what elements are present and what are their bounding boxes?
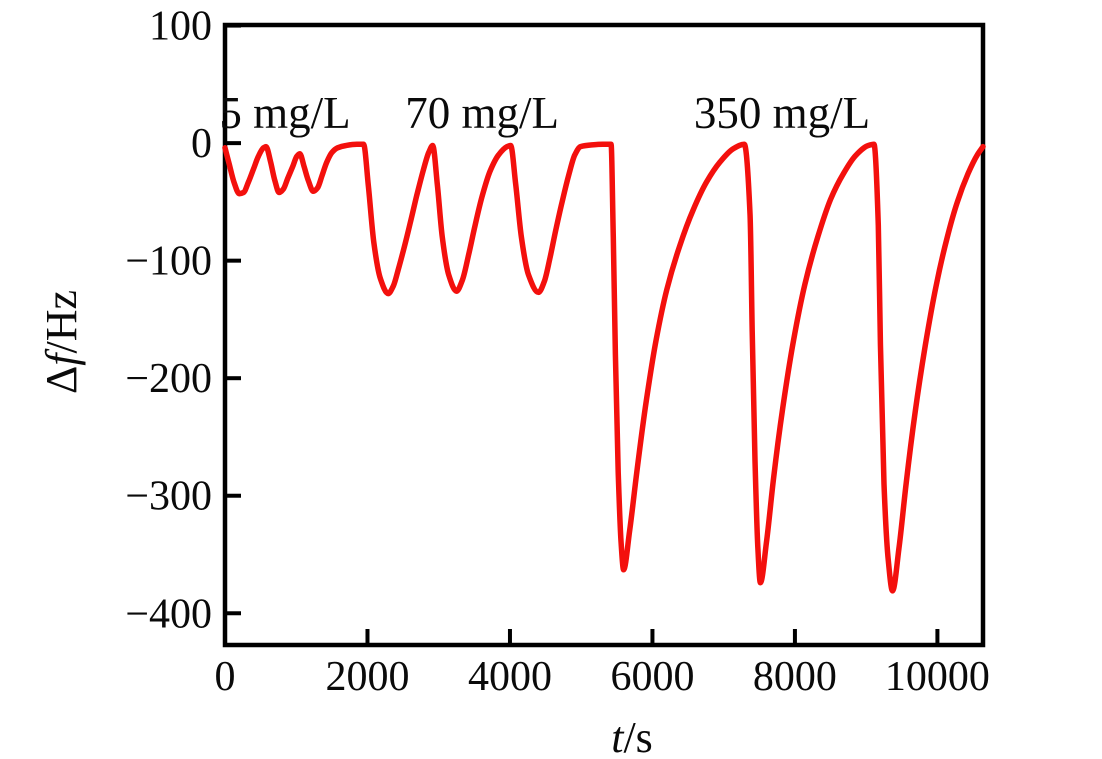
concentration-annotations: 5 mg/L 70 mg/L 350 mg/L [219, 88, 870, 138]
x-axis-ticks: 0 2000 4000 6000 8000 10000 [215, 629, 990, 700]
y-axis-title-unit: /Hz [37, 290, 86, 354]
y-axis-title-delta: Δ [37, 366, 86, 394]
annotation-350-mg-l: 350 mg/L [694, 88, 870, 138]
y-tick-label: −100 [125, 239, 212, 285]
y-tick-label: 100 [149, 4, 212, 50]
x-tick-label: 4000 [468, 654, 552, 700]
y-tick-label: −300 [125, 474, 212, 520]
x-tick-label: 0 [215, 654, 236, 700]
x-tick-label: 10000 [885, 654, 990, 700]
x-axis-title: t/s [611, 713, 653, 759]
y-axis-title: Δf/Hz [37, 290, 86, 394]
x-tick-label: 8000 [753, 654, 837, 700]
y-tick-label: 0 [191, 121, 212, 167]
annotation-70-mg-l: 70 mg/L [405, 88, 559, 138]
y-axis-ticks: 100 0 −100 −200 −300 −400 [125, 4, 241, 637]
x-tick-label: 2000 [325, 654, 409, 700]
frequency-trace-line [222, 141, 986, 594]
x-axis-title-variable: t [611, 713, 625, 759]
plot-frame [222, 22, 986, 648]
y-tick-label: −200 [125, 356, 212, 402]
x-axis-title-unit: /s [623, 713, 652, 759]
annotation-5-mg-l: 5 mg/L [219, 88, 350, 138]
y-tick-label: −400 [125, 591, 212, 637]
x-tick-label: 6000 [610, 654, 694, 700]
